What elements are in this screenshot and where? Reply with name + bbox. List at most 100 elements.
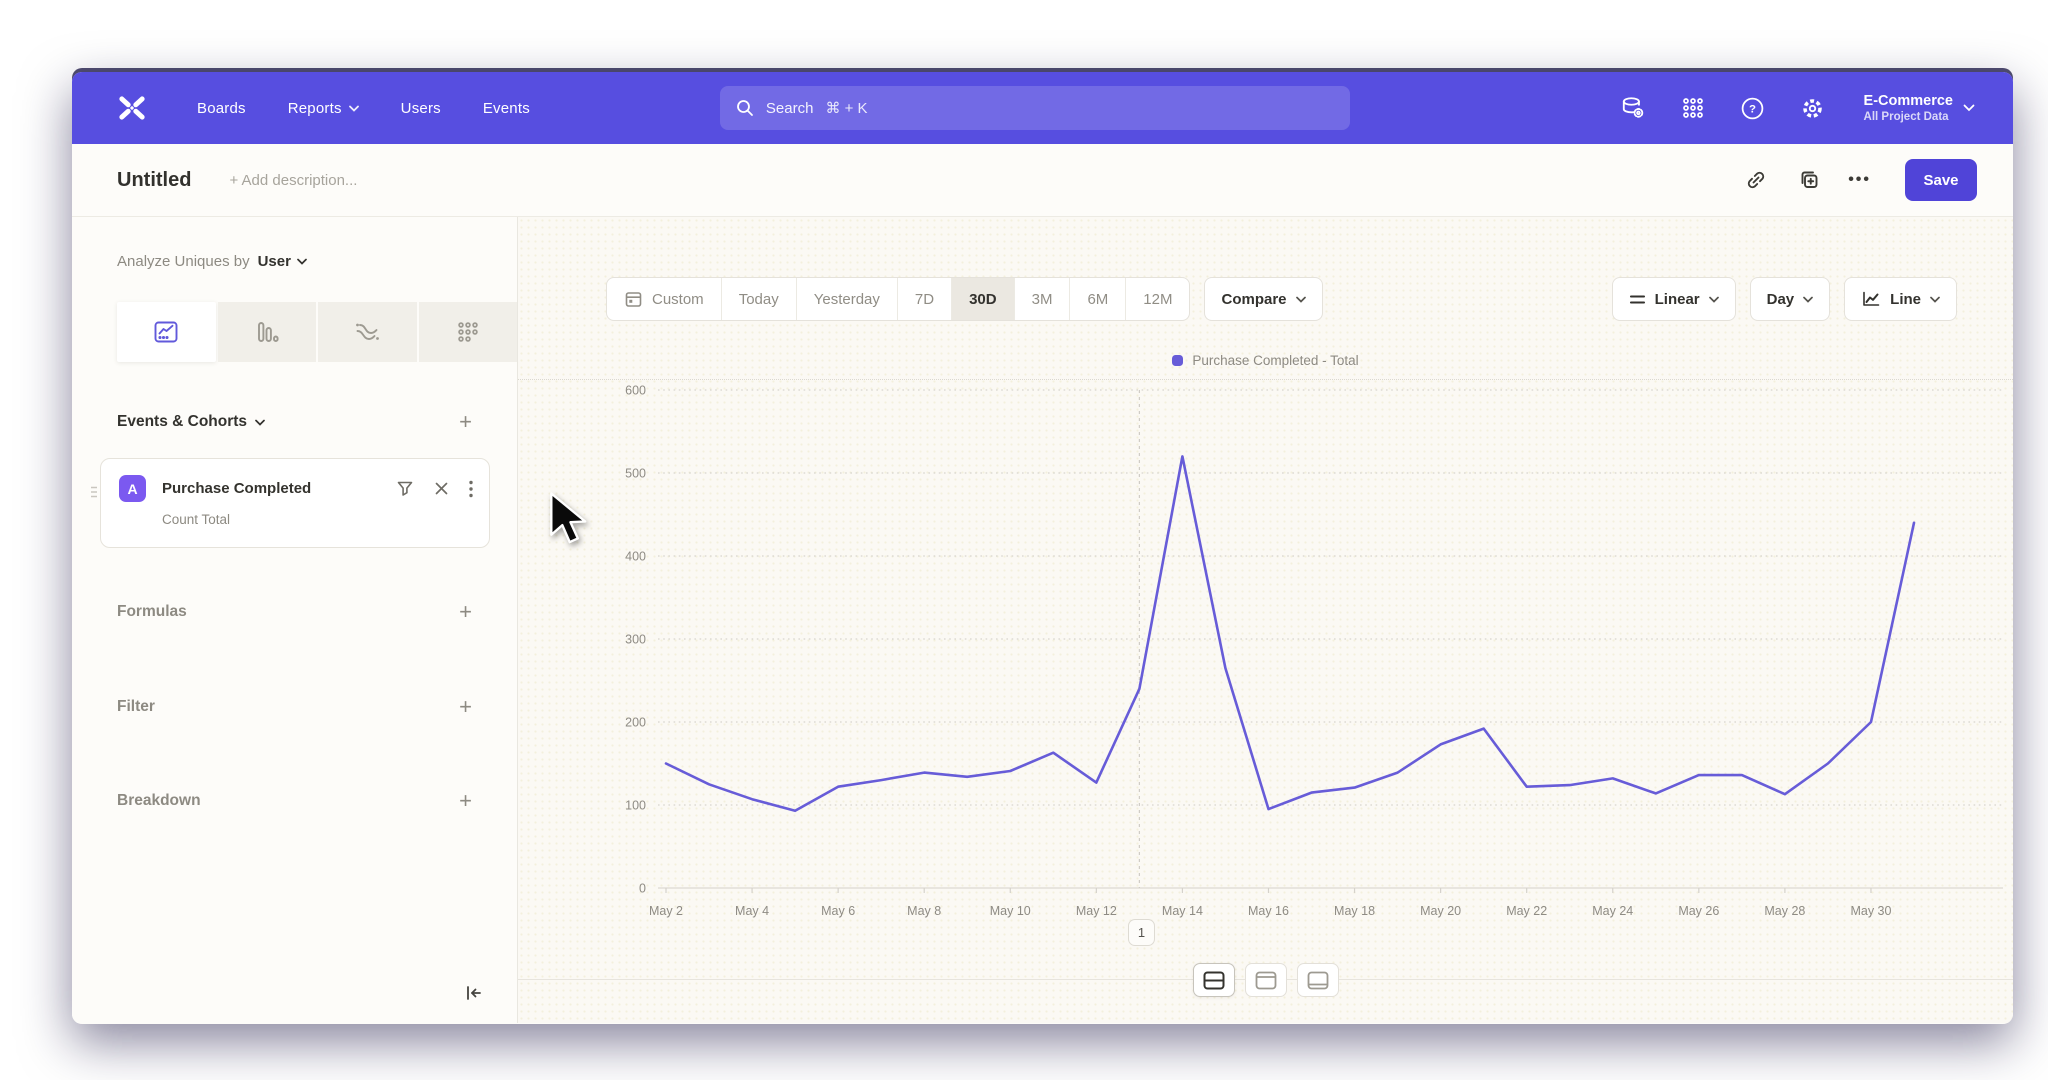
- more-options-icon[interactable]: •••: [1848, 171, 1871, 188]
- legend-swatch: [1172, 355, 1184, 366]
- nav-item-reports[interactable]: Reports: [288, 100, 359, 117]
- y-tick-label: 100: [625, 799, 646, 813]
- project-subtitle: All Project Data: [1863, 110, 1949, 123]
- range-6m[interactable]: 6M: [1070, 278, 1127, 320]
- report-header: Untitled + Add description... ••• Save: [72, 144, 2013, 217]
- chart-type-dropdown[interactable]: Line: [1844, 277, 1957, 321]
- tab-retention[interactable]: [418, 302, 517, 362]
- nav-item-boards[interactable]: Boards: [197, 99, 246, 117]
- report-type-tabs: [117, 302, 517, 362]
- x-tick-label: May 28: [1764, 904, 1805, 918]
- save-button[interactable]: Save: [1905, 159, 1977, 201]
- add-event-button[interactable]: +: [459, 409, 472, 434]
- date-range-group: Custom Today Yesterday 7D 30D 3M 6M 12M: [606, 277, 1191, 321]
- analyze-uniques-label: Analyze Uniques by: [117, 253, 250, 270]
- copy-link-icon[interactable]: [1744, 168, 1768, 192]
- compare-button[interactable]: Compare: [1204, 277, 1323, 321]
- x-tick-label: May 14: [1162, 904, 1203, 918]
- split-view-icon: [1203, 971, 1224, 989]
- range-30d[interactable]: 30D: [952, 278, 1015, 320]
- y-tick-label: 300: [625, 633, 646, 647]
- chevron-down-icon: [1295, 296, 1306, 303]
- filter-event-icon[interactable]: [396, 480, 414, 498]
- events-cohorts-header: Events & Cohorts +: [117, 411, 472, 433]
- x-tick-label: May 6: [821, 904, 855, 918]
- chevron-down-icon: [1708, 296, 1719, 303]
- add-breakdown-button[interactable]: +: [459, 788, 472, 813]
- range-3m[interactable]: 3M: [1015, 278, 1071, 320]
- project-selector[interactable]: E-Commerce All Project Data: [1864, 92, 1975, 125]
- range-12m[interactable]: 12M: [1143, 290, 1173, 308]
- chevron-down-icon: [1930, 296, 1940, 303]
- x-tick-label: May 24: [1592, 904, 1633, 918]
- add-description-field[interactable]: + Add description...: [229, 171, 358, 189]
- add-formula-button[interactable]: +: [459, 599, 472, 624]
- event-badge: A: [119, 475, 146, 502]
- top-nav: Boards Reports Users Events Search ⌘ + K: [72, 72, 2013, 144]
- pagination-page-1[interactable]: 1: [1128, 919, 1155, 946]
- data-management-icon[interactable]: [1620, 95, 1646, 121]
- y-tick-label: 200: [625, 716, 646, 730]
- layout-chart-top-button[interactable]: [1244, 963, 1287, 997]
- duplicate-icon[interactable]: [1796, 168, 1820, 192]
- interval-dropdown[interactable]: Day: [1749, 277, 1831, 321]
- breakdown-label: Breakdown: [117, 792, 201, 809]
- analyze-by-dropdown[interactable]: User: [258, 253, 307, 270]
- x-tick-label: May 20: [1420, 904, 1461, 918]
- breakdown-section: Breakdown +: [117, 790, 472, 812]
- nav-item-events[interactable]: Events: [482, 99, 530, 117]
- tab-funnels[interactable]: [217, 302, 316, 362]
- event-card[interactable]: A Purchase Completed: [91, 458, 490, 548]
- insights-chart-icon: [154, 321, 178, 343]
- line-chart[interactable]: 0 100 200 300 400 500 600 May 2 May 4 May 6 May 8 M…: [518, 379, 2013, 940]
- flows-icon: [356, 323, 380, 340]
- layout-split-view-button[interactable]: [1192, 963, 1235, 997]
- linear-scale-icon: [1629, 294, 1645, 304]
- nav-item-users[interactable]: Users: [400, 99, 441, 117]
- settings-gear-icon[interactable]: [1800, 95, 1826, 121]
- tab-flows[interactable]: [318, 302, 417, 362]
- drag-handle-icon[interactable]: [89, 485, 99, 499]
- scale-dropdown[interactable]: Linear: [1611, 277, 1736, 321]
- chart-top-icon: [1255, 971, 1276, 989]
- retention-dots-icon: [457, 322, 478, 342]
- chevron-down-icon: [255, 419, 265, 426]
- x-tick-label: May 10: [990, 904, 1031, 918]
- add-filter-button[interactable]: +: [459, 694, 472, 719]
- collapse-sidebar-icon[interactable]: [464, 984, 483, 1007]
- x-tick-label: May 16: [1248, 904, 1289, 918]
- report-title[interactable]: Untitled: [117, 168, 192, 191]
- range-custom[interactable]: Custom: [607, 278, 722, 320]
- chevron-down-icon: [1803, 296, 1814, 303]
- x-tick-label: May 22: [1506, 904, 1547, 918]
- event-name[interactable]: Purchase Completed: [162, 480, 312, 497]
- chart-svg: 0 100 200 300 400 500 600 May 2 May 4 May 6 May 8 M…: [625, 384, 2003, 918]
- chevron-down-icon: [348, 105, 359, 112]
- layout-toggles: [518, 963, 2013, 997]
- mouse-cursor: [550, 492, 587, 544]
- events-cohorts-dropdown[interactable]: Events & Cohorts: [117, 413, 265, 431]
- search-icon: [737, 100, 753, 116]
- report-canvas: Custom Today Yesterday 7D 30D 3M 6M 12M …: [518, 217, 2013, 1023]
- range-7d[interactable]: 7D: [898, 278, 953, 320]
- search-input[interactable]: Search ⌘ + K: [719, 86, 1350, 130]
- range-yesterday[interactable]: Yesterday: [797, 278, 898, 320]
- help-icon[interactable]: ?: [1740, 95, 1766, 121]
- apps-grid-icon[interactable]: [1680, 95, 1706, 121]
- query-sidebar: Analyze Uniques by User: [72, 217, 518, 1023]
- layout-chart-bottom-button[interactable]: [1296, 963, 1339, 997]
- x-tick-label: May 8: [907, 904, 941, 918]
- mixpanel-logo-icon[interactable]: [117, 93, 147, 123]
- event-menu-icon[interactable]: [469, 480, 473, 498]
- filter-section: Filter +: [117, 696, 472, 718]
- x-tick-label: May 2: [649, 904, 683, 918]
- y-tick-label: 400: [625, 550, 646, 564]
- tab-insights[interactable]: [117, 302, 216, 362]
- event-metric[interactable]: Count Total: [162, 512, 231, 527]
- range-today[interactable]: Today: [722, 278, 797, 320]
- y-tick-label: 600: [625, 384, 646, 398]
- y-tick-label: 500: [625, 467, 646, 481]
- chart-bottom-icon: [1307, 971, 1328, 989]
- remove-event-icon[interactable]: [434, 481, 449, 496]
